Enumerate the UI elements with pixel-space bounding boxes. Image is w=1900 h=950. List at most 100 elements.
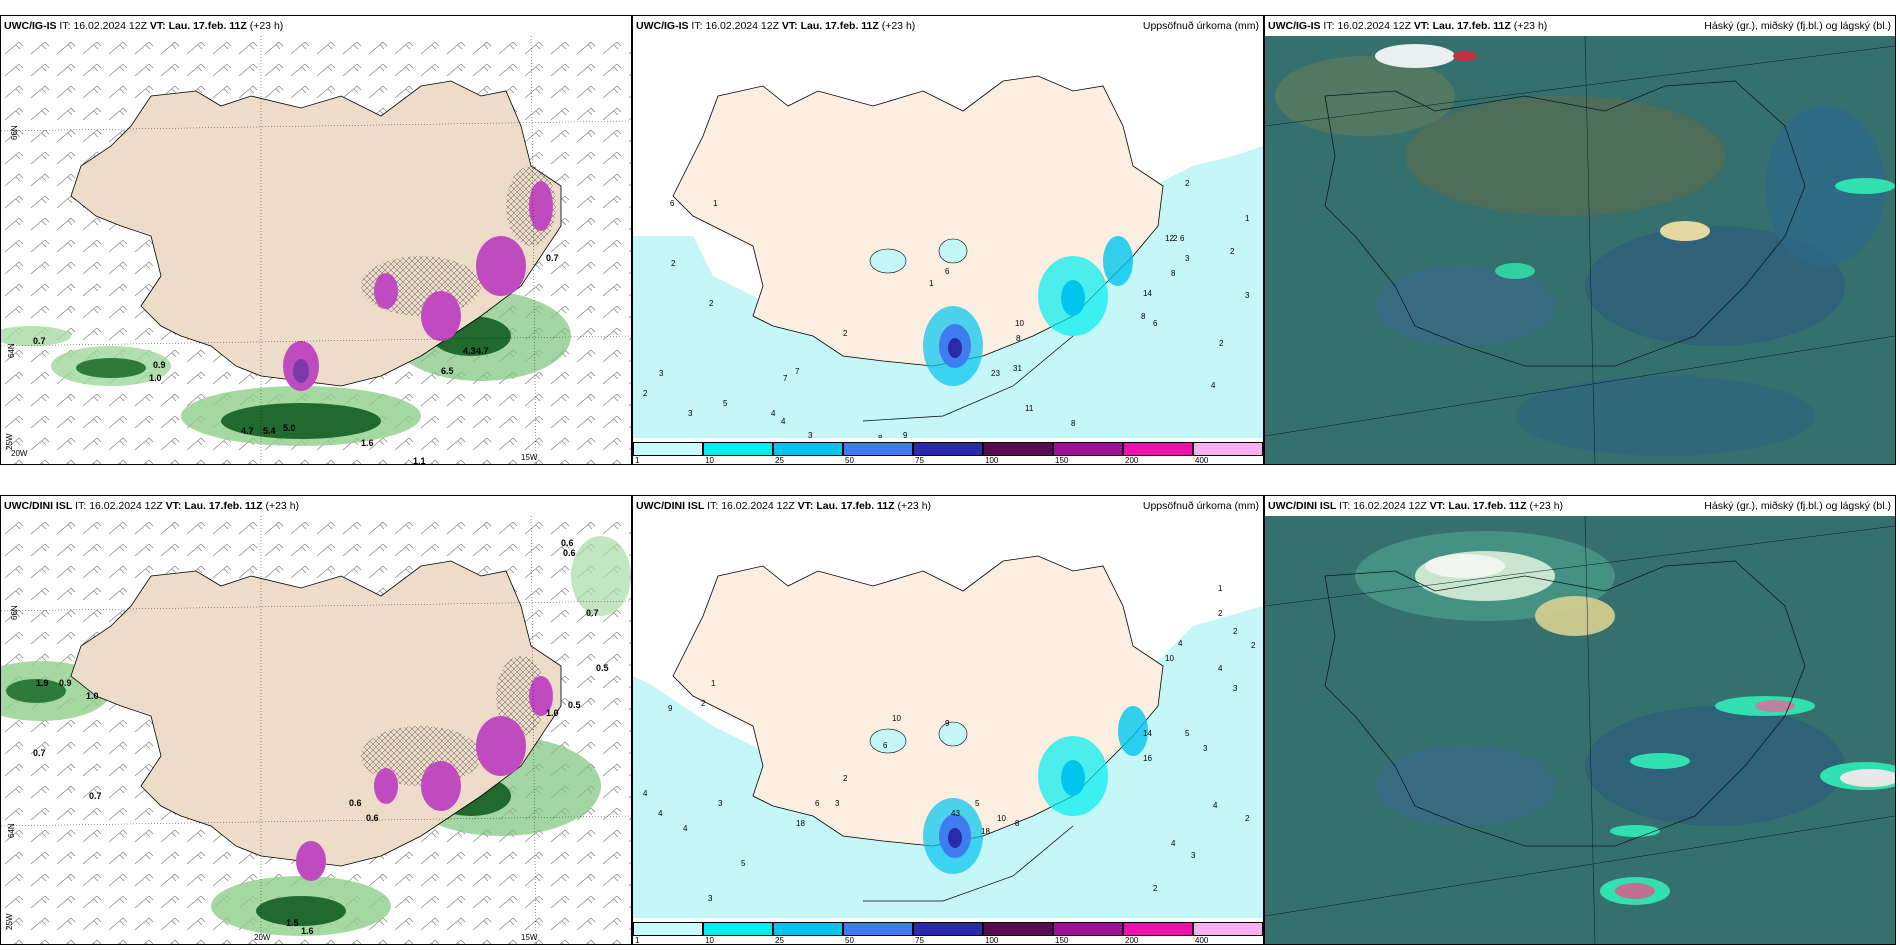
graticule [1, 36, 631, 464]
cloud-map [1265, 36, 1895, 464]
lead-time: (+23 h) [897, 500, 932, 512]
value-label: 4.7 [241, 426, 254, 436]
value-label: 1.0 [546, 708, 559, 718]
value-label: 9 [668, 704, 673, 713]
value-label: 1.5 [286, 918, 299, 928]
model-name: UWC/DINI ISL [636, 500, 705, 512]
value-label: 10 [892, 714, 901, 723]
precip-values: 9 2 1 4 4 4 3 5 3 2 10 6 9 6 3 18 5 18 4… [643, 584, 1256, 903]
panel-header: UWC/IG-IS IT: 16.02.2024 12Z VT: Lau. 17… [633, 16, 1263, 36]
value-label: 8 [1141, 312, 1146, 321]
wind-map: 0.7 0.9 1.0 4.7 5.4 5.0 1.6 1.1 0.7 6.5 … [1, 36, 631, 464]
value-label: 6 [1180, 234, 1185, 243]
value-label: 2 [671, 259, 676, 268]
color-swatch [1123, 922, 1193, 936]
value-label: 3 [708, 894, 713, 903]
panel-header: UWC/IG-IS IT: 16.02.2024 12Z VT: Lau. 17… [1265, 16, 1895, 36]
value-label: 3 [1185, 254, 1190, 263]
value-label: 4 [771, 409, 776, 418]
panel-wind-dini: UWC/DINI ISL IT: 16.02.2024 12Z VT: Lau.… [0, 495, 632, 945]
valid-time: Lau. 17.feb. 11Z [800, 20, 879, 32]
model-name: UWC/DINI ISL [4, 500, 73, 512]
color-swatch [703, 442, 773, 456]
value-label: 2 [1233, 627, 1238, 636]
value-label: 1.0 [149, 373, 162, 383]
precip-values: 6 2 1 2 2 7 6 1 3 2 3 5 4 4 3 7 8 9 23 3… [643, 179, 1250, 438]
model-name: UWC/IG-IS [636, 20, 689, 32]
value-label: 1 [929, 279, 934, 288]
value-label: 1.6 [361, 438, 374, 448]
value-label: 8 [1071, 419, 1076, 428]
value-label: 5 [741, 859, 746, 868]
value-label: 10 [1165, 654, 1174, 663]
value-label: 8 [1171, 269, 1176, 278]
color-swatch [633, 922, 703, 936]
lead-time: (+23 h) [1513, 20, 1548, 32]
colorbar-tick: 10 [705, 936, 714, 945]
init-time: 16.02.2024 12Z [89, 500, 163, 512]
color-swatch [843, 922, 913, 936]
valid-time: Lau. 17.feb. 11Z [168, 20, 247, 32]
panel-title: Uppsöfnuð úrkoma (mm) [1142, 20, 1259, 32]
value-label: 4 [1218, 664, 1223, 673]
sea-precip [633, 146, 1263, 438]
panel-title: Háský (gr.), miðský (fj.bl.) og lágský (… [1704, 20, 1891, 32]
value-label: 0.7 [33, 748, 46, 758]
value-label: 14 [1143, 729, 1152, 738]
value-label: 9 [945, 719, 950, 728]
colorbar-tick: 150 [1055, 456, 1069, 465]
graticule [1265, 36, 1895, 464]
value-label: 3 [808, 431, 813, 438]
graticule [1, 516, 631, 944]
value-label: 6 [815, 799, 820, 808]
value-label: 3 [1191, 851, 1196, 860]
lat-label: 25W [5, 433, 14, 450]
color-swatch [773, 922, 843, 936]
value-label: 4 [658, 809, 663, 818]
color-swatch [913, 922, 983, 936]
value-label: 0.6 [349, 798, 362, 808]
value-label: 3 [688, 409, 693, 418]
heavy-precip [283, 181, 553, 391]
value-label: 2 [1219, 339, 1224, 348]
value-label: 8 [878, 434, 883, 438]
model-name: UWC/DINI ISL [1268, 500, 1337, 512]
value-label: 3 [1245, 291, 1250, 300]
value-label: 4 [1171, 839, 1176, 848]
value-label: 0.7 [586, 608, 599, 618]
value-label: 4 [1178, 639, 1183, 648]
value-label: 6.5 [441, 366, 454, 376]
valid-time: Lau. 17.feb. 11Z [816, 500, 895, 512]
color-swatch [983, 442, 1053, 456]
init-time: 16.02.2024 12Z [705, 20, 779, 32]
colorbar-tick: 1 [635, 936, 640, 945]
lat-label: 64N [7, 823, 16, 838]
model-name: UWC/IG-IS [1268, 20, 1321, 32]
colorbar-tick: 10 [705, 456, 714, 465]
color-swatch [913, 442, 983, 456]
color-swatch [843, 442, 913, 456]
value-label: 4.7 [476, 346, 489, 356]
value-label: 2 [709, 299, 714, 308]
value-label: 0.9 [153, 360, 166, 370]
value-label: 0.6 [561, 538, 574, 548]
value-label: 6 [1153, 319, 1158, 328]
precip-map: 6 2 1 2 2 7 6 1 3 2 3 5 4 4 3 7 8 9 23 3… [633, 36, 1263, 438]
value-label: 3 [1203, 744, 1208, 753]
wind-values: 0.6 0.6 0.7 1.9 0.9 1.0 0.7 0.7 0.5 1.0 … [33, 538, 609, 936]
axis-labels: 20W 15W 20W 15W 66N 64N 25W [5, 125, 538, 462]
lead-time: (+23 h) [1529, 500, 1564, 512]
lon-label: 15W [521, 453, 538, 462]
value-label: 5.4 [263, 426, 276, 436]
init-time: 16.02.2024 12Z [73, 20, 147, 32]
init-time: 16.02.2024 12Z [1353, 500, 1427, 512]
value-label: 6 [670, 199, 675, 208]
panel-header: UWC/DINI ISL IT: 16.02.2024 12Z VT: Lau.… [1, 496, 631, 516]
valid-time: Lau. 17.feb. 11Z [1432, 20, 1511, 32]
value-label: 6 [883, 741, 888, 750]
panel-precip-dini: UWC/DINI ISL IT: 16.02.2024 12Z VT: Lau.… [632, 495, 1264, 945]
panel-clouds-igis: UWC/IG-IS IT: 16.02.2024 12Z VT: Lau. 17… [1264, 15, 1896, 465]
value-label: 0.6 [563, 548, 576, 558]
color-swatch [1193, 922, 1263, 936]
panel-header: UWC/DINI ISL IT: 16.02.2024 12Z VT: Lau.… [1265, 496, 1895, 516]
